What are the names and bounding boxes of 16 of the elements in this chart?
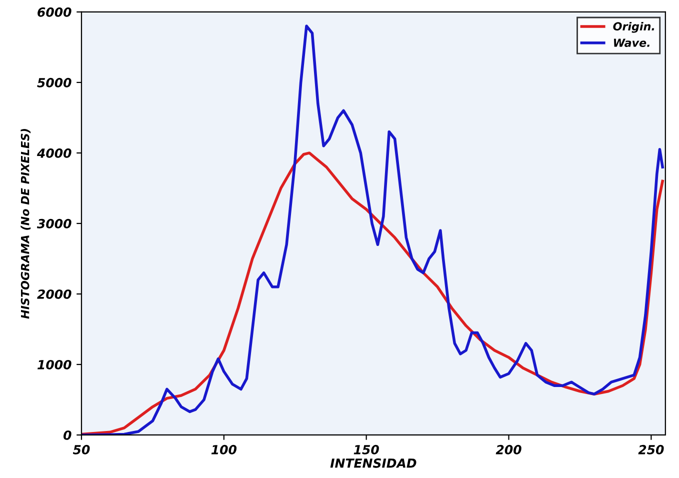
x-axis-title: INTENSIDAD (330, 458, 416, 468)
y-axis-title: HISTOGRAMA (No DE PIXELES) (20, 129, 31, 319)
y-tick-label: 2000 (37, 289, 72, 299)
y-tick-label: 4000 (36, 148, 72, 158)
x-tick-label: 150 (354, 444, 379, 454)
y-tick-label: 0 (64, 430, 72, 440)
x-tick-label: 200 (496, 444, 522, 454)
x-tick-label: 100 (211, 444, 237, 454)
y-tick-label: 3000 (36, 218, 72, 228)
y-tick-label: 1000 (38, 360, 72, 370)
x-tick-label: 50 (72, 444, 90, 454)
y-tick-label: 6000 (38, 7, 72, 17)
x-tick-label: 250 (638, 444, 664, 454)
legend-label: Wave. (614, 38, 650, 47)
legend-label: Origin. (613, 22, 654, 33)
y-tick-label: 5000 (37, 78, 72, 88)
